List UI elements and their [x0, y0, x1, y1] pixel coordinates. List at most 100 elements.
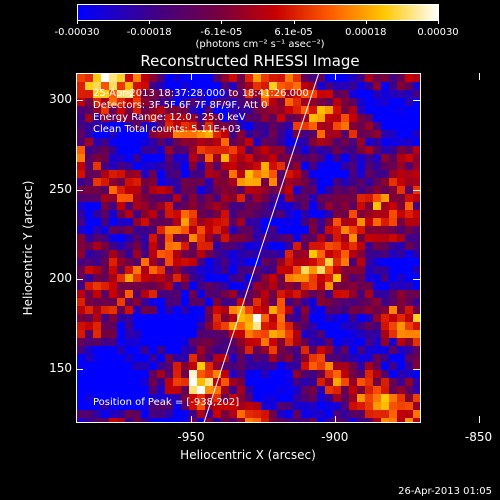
heatmap-cell [277, 98, 286, 107]
heatmap-cell [173, 338, 182, 347]
heatmap-cell [133, 290, 142, 299]
heatmap-cell [373, 130, 382, 139]
heatmap-cell [341, 250, 350, 259]
heatmap-cell [149, 170, 158, 179]
heatmap-cell [189, 250, 198, 259]
heatmap-cell [133, 338, 142, 347]
heatmap-cell [341, 202, 350, 211]
heatmap-cell [349, 386, 358, 395]
heatmap-cell [141, 186, 150, 195]
heatmap-cell [221, 154, 230, 163]
heatmap-cell [197, 266, 206, 275]
heatmap-cell [325, 178, 334, 187]
heatmap-cell [181, 154, 190, 163]
heatmap-cell [117, 378, 126, 387]
heatmap-cell [173, 410, 182, 419]
heatmap-cell [381, 410, 390, 419]
heatmap-cell [101, 266, 110, 275]
heatmap-cell [237, 290, 246, 299]
heatmap-cell [85, 314, 94, 323]
heatmap-cell [301, 146, 310, 155]
heatmap-cell [333, 218, 342, 227]
heatmap-cell [317, 234, 326, 243]
heatmap-cell [405, 418, 414, 422]
heatmap-cell [213, 410, 222, 419]
heatmap-cell [181, 210, 190, 219]
heatmap-cell [101, 314, 110, 323]
heatmap-cell [117, 250, 126, 259]
heatmap-cell [381, 338, 390, 347]
heatmap-cell [93, 226, 102, 235]
heatmap-cell [389, 178, 398, 187]
heatmap-cell [77, 178, 86, 187]
heatmap-cell [301, 402, 310, 411]
heatmap-cell [213, 322, 222, 331]
heatmap-cell [213, 386, 222, 395]
heatmap-cell [221, 90, 230, 99]
heatmap-cell [341, 162, 350, 171]
heatmap-cell [237, 410, 246, 419]
heatmap-cell [405, 298, 414, 307]
heatmap-cell [133, 402, 142, 411]
heatmap-cell [381, 130, 390, 139]
heatmap-cell [301, 202, 310, 211]
heatmap-cell [189, 410, 198, 419]
heatmap-cell [101, 234, 110, 243]
heatmap-cell [173, 106, 182, 115]
heatmap-cell [109, 82, 118, 91]
heatmap-cell [117, 210, 126, 219]
heatmap-cell [205, 338, 214, 347]
heatmap-cell [109, 122, 118, 131]
heatmap-cell [349, 90, 358, 99]
heatmap-cell [317, 138, 326, 147]
heatmap-cell [149, 210, 158, 219]
heatmap-cell [101, 402, 110, 411]
heatmap-cell [109, 306, 118, 315]
heatmap-cell [285, 106, 294, 115]
heatmap-cell [245, 82, 254, 91]
heatmap-cell [389, 394, 398, 403]
heatmap-cell [205, 250, 214, 259]
heatmap-cell [261, 402, 270, 411]
heatmap-cell [117, 370, 126, 379]
heatmap-cell [253, 234, 262, 243]
heatmap-cell [349, 74, 358, 83]
heatmap-cell [285, 394, 294, 403]
heatmap-cell [397, 306, 406, 315]
heatmap-cell [349, 218, 358, 227]
heatmap-cell [229, 98, 238, 107]
heatmap-cell [341, 90, 350, 99]
heatmap-cell [277, 362, 286, 371]
heatmap-cell [357, 274, 366, 283]
heatmap-cell [325, 130, 334, 139]
heatmap-cell [125, 346, 134, 355]
heatmap-cell [293, 82, 302, 91]
heatmap-cell [301, 290, 310, 299]
heatmap-cell [389, 202, 398, 211]
heatmap-cell [357, 370, 366, 379]
heatmap-cell [365, 306, 374, 315]
heatmap-cell [93, 122, 102, 131]
heatmap-cell [197, 306, 206, 315]
heatmap-cell [125, 218, 134, 227]
heatmap-cell [117, 362, 126, 371]
heatmap-cell [125, 314, 134, 323]
heatmap-cell [365, 178, 374, 187]
heatmap-cell [317, 106, 326, 115]
heatmap-cell [365, 114, 374, 123]
heatmap-cell [325, 146, 334, 155]
heatmap-cell [149, 298, 158, 307]
heatmap-cell [341, 322, 350, 331]
heatmap-cell [157, 122, 166, 131]
heatmap-cell [165, 250, 174, 259]
heatmap-cell [301, 338, 310, 347]
heatmap-cell [301, 346, 310, 355]
heatmap-cell [325, 362, 334, 371]
heatmap-cell [357, 154, 366, 163]
heatmap-cell [237, 402, 246, 411]
heatmap-cell [309, 402, 318, 411]
heatmap-cell [117, 274, 126, 283]
heatmap-cell [189, 290, 198, 299]
heatmap-cell [117, 266, 126, 275]
heatmap-cell [317, 242, 326, 251]
